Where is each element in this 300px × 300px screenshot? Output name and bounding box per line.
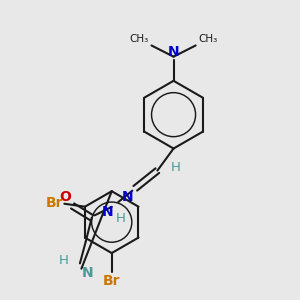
Text: Br: Br — [45, 196, 63, 210]
Text: O: O — [59, 190, 71, 204]
Text: CH₃: CH₃ — [199, 34, 218, 44]
Text: H: H — [171, 161, 181, 174]
Text: CH₃: CH₃ — [129, 34, 148, 44]
Text: N: N — [122, 190, 134, 204]
Text: H: H — [116, 212, 126, 225]
Text: H: H — [58, 254, 68, 267]
Text: N: N — [81, 266, 93, 280]
Text: Br: Br — [103, 274, 121, 288]
Text: N: N — [102, 205, 114, 219]
Text: N: N — [168, 45, 179, 59]
